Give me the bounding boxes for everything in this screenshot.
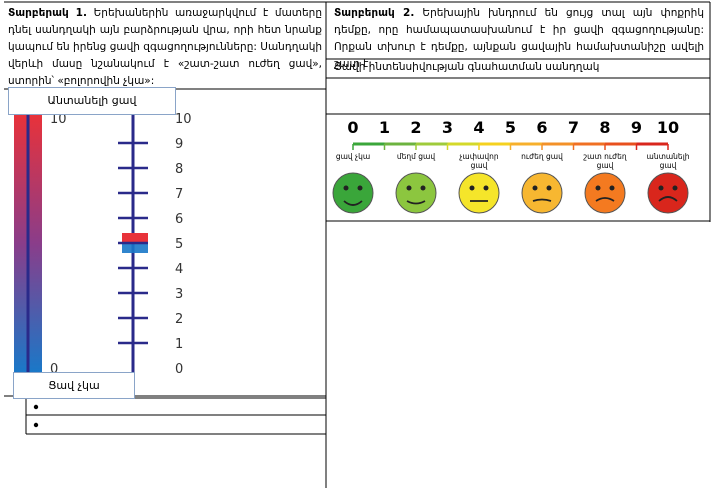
face-number: 2	[410, 118, 421, 137]
face-eye	[357, 185, 363, 191]
face-eye	[546, 185, 552, 191]
face-number: 0	[347, 118, 358, 137]
ruler-tick-label: 7	[175, 187, 183, 202]
face-number: 7	[568, 118, 579, 137]
option1: Տարբերակ 1. Երեխաներին առաջարկվում է մատ…	[8, 5, 322, 90]
face-number: 4	[473, 118, 484, 137]
face-eye	[658, 185, 664, 191]
face-eye	[483, 185, 489, 191]
table-lines	[4, 1, 711, 488]
marker	[122, 233, 148, 243]
face-eye	[532, 185, 538, 191]
face-label: շատ ուժեղ ցավ	[583, 152, 627, 170]
face	[332, 172, 374, 214]
face-number: 9	[631, 118, 642, 137]
face-number: 5	[505, 118, 516, 137]
face	[395, 172, 437, 214]
face	[458, 172, 500, 214]
ruler-tick-label: 1	[175, 337, 183, 352]
bar-tick-label: 0	[50, 362, 58, 377]
scale-title: Ցավի ինտենսիվության գնահատման սանդղակ	[334, 61, 600, 73]
face-number: 10	[657, 118, 679, 137]
face-mouth	[406, 200, 426, 205]
bottom-label: Ցավ չկա	[13, 372, 135, 399]
option-label: Տարբերակ 2.	[334, 7, 415, 19]
marker	[122, 243, 148, 253]
face	[647, 172, 689, 214]
ruler-tick-label: 9	[175, 137, 183, 152]
face-eye	[406, 185, 412, 191]
ruler-tick-label: 2	[175, 312, 183, 327]
face-label: մեղմ ցավ	[396, 152, 436, 161]
face-label: ուժեղ ցավ	[521, 152, 563, 161]
face-eye	[595, 185, 601, 191]
face-eye	[672, 185, 678, 191]
face-eye	[469, 185, 475, 191]
option-text: Երեխային խնդրում են ցույց տալ այն փոքրիկ…	[334, 7, 704, 70]
ruler-tick-label: 3	[175, 287, 183, 302]
face-number: 1	[379, 118, 390, 137]
face-number: 8	[599, 118, 610, 137]
option-label: Տարբերակ 1.	[8, 7, 87, 19]
face-mouth	[595, 197, 615, 202]
bullet	[33, 422, 39, 428]
face-eye	[420, 185, 426, 191]
ruler-tick-label: 4	[175, 262, 183, 277]
face	[584, 172, 626, 214]
face-number: 6	[536, 118, 547, 137]
face	[521, 172, 563, 214]
ruler-tick-label: 5	[175, 237, 183, 252]
face-label: չափավոր ցավ	[459, 152, 499, 170]
bullet	[33, 404, 39, 410]
face-number: 3	[442, 118, 453, 137]
ruler-tick-label: 0	[175, 362, 183, 377]
face-mouth	[343, 200, 363, 206]
face-label: ցավ չկա	[335, 152, 371, 161]
ruler-tick-label: 8	[175, 162, 183, 177]
bar-tick-label: 10	[50, 112, 67, 127]
face-eye	[343, 185, 349, 191]
ruler-tick-label: 6	[175, 212, 183, 227]
face-eye	[609, 185, 615, 191]
top-label: Անտանելի ցավ	[8, 87, 176, 115]
ruler-tick-label: 10	[175, 112, 192, 127]
option-text: Երեխաներին առաջարկվում է մատերը դնել սան…	[8, 7, 322, 87]
face-mouth	[658, 196, 678, 202]
face-mouth	[532, 198, 552, 202]
option2: Տարբերակ 2. Երեխային խնդրում են ցույց տա…	[334, 5, 704, 73]
face-label: անտանելի ցավ	[646, 152, 690, 170]
